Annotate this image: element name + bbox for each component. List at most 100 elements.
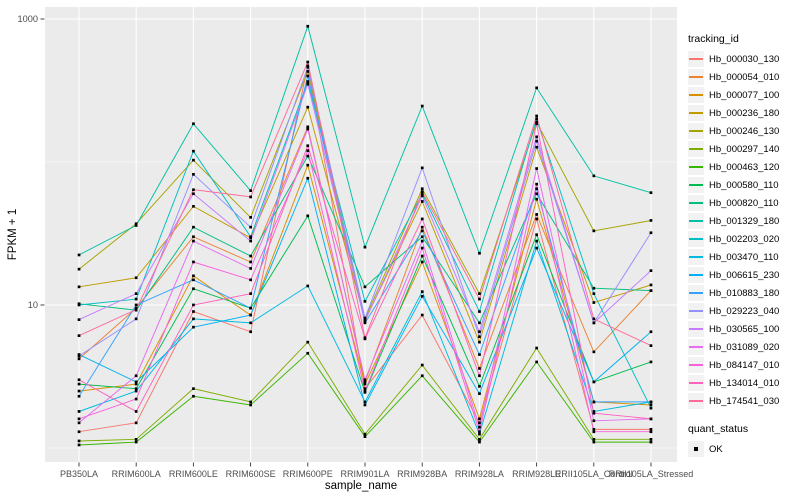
legend-item-label: Hb_006615_230 <box>709 269 780 281</box>
legend-item: Hb_001329_180 <box>688 212 779 230</box>
legend-item: Hb_003470_110 <box>688 248 779 266</box>
data-point <box>649 400 653 404</box>
data-point <box>306 64 310 68</box>
x-tick-label: RRIM600SE <box>226 469 276 479</box>
data-point <box>134 317 138 321</box>
data-point <box>192 158 195 162</box>
data-point <box>363 245 367 249</box>
data-point <box>535 117 538 121</box>
data-point <box>77 417 81 421</box>
data-point <box>478 251 481 255</box>
data-point <box>363 316 367 320</box>
data-point <box>649 428 653 431</box>
data-point <box>649 283 653 287</box>
data-point <box>134 410 138 413</box>
data-point <box>420 194 424 198</box>
data-point <box>478 421 481 425</box>
legend-item-label: Hb_000030_130 <box>709 53 780 65</box>
data-point <box>192 278 195 282</box>
data-point <box>592 321 596 325</box>
data-point <box>420 363 424 367</box>
data-point <box>535 246 538 250</box>
data-point <box>77 334 81 337</box>
data-point <box>306 125 310 129</box>
data-point <box>592 400 596 404</box>
legend-item: Hb_000030_130 <box>688 50 779 68</box>
legend-item: Hb_000077_100 <box>688 86 779 104</box>
data-point <box>249 306 252 310</box>
data-point <box>192 122 195 126</box>
legend-item-label: Hb_174541_030 <box>709 395 780 407</box>
data-point <box>363 403 367 407</box>
data-point <box>535 239 538 243</box>
data-point <box>249 239 252 243</box>
legend: tracking_id Hb_000030_130 Hb_000054_010 Hb… <box>688 33 779 458</box>
data-point <box>192 310 195 313</box>
data-point <box>535 86 538 90</box>
data-point <box>420 104 424 108</box>
data-point <box>649 438 653 441</box>
x-tick-label: RRIM928LA <box>455 469 504 479</box>
data-point <box>134 380 138 384</box>
legend-item-label: Hb_003470_110 <box>709 251 779 263</box>
data-point <box>306 24 310 28</box>
data-point <box>649 344 653 347</box>
data-point <box>134 440 138 444</box>
data-point <box>77 303 81 307</box>
data-point <box>192 188 195 192</box>
data-point <box>478 367 481 370</box>
data-point <box>192 394 195 398</box>
data-point <box>649 289 653 292</box>
data-point <box>592 350 596 354</box>
data-point <box>478 321 481 325</box>
data-point <box>192 149 195 153</box>
x-tick-label: RRIM928LE <box>512 469 561 479</box>
data-point <box>134 306 138 310</box>
legend-item-label: Hb_084147_010 <box>709 359 780 371</box>
data-point <box>363 300 367 303</box>
y-tick-label: 1000 <box>18 14 38 24</box>
legend-item-ok: OK <box>688 440 779 458</box>
data-point <box>478 438 481 441</box>
legend-line-swatch <box>688 339 704 355</box>
data-point <box>478 432 481 436</box>
data-point <box>420 190 424 193</box>
data-point <box>134 438 138 441</box>
data-point <box>192 387 195 390</box>
legend-line-swatch <box>688 267 704 283</box>
data-point <box>420 229 424 233</box>
data-point <box>478 374 481 378</box>
data-point <box>592 419 596 423</box>
data-point <box>535 114 538 118</box>
data-point <box>420 217 424 221</box>
data-point <box>535 145 538 149</box>
data-point <box>306 74 310 78</box>
legend-item: Hb_000580_110 <box>688 176 779 194</box>
data-point <box>134 308 138 311</box>
legend-line-swatch <box>688 195 704 211</box>
legend-title-tracking-id: tracking_id <box>688 33 739 45</box>
legend-item-label: Hb_000077_100 <box>709 89 780 101</box>
data-point <box>420 239 424 243</box>
data-point <box>478 340 481 344</box>
data-point <box>478 330 481 334</box>
data-point <box>249 267 252 270</box>
data-point <box>649 406 653 410</box>
x-axis-title: sample_name <box>325 480 397 492</box>
data-point <box>592 317 596 321</box>
data-point <box>363 389 367 393</box>
data-point <box>306 127 310 131</box>
data-point <box>649 360 653 364</box>
data-point <box>592 301 596 304</box>
data-point <box>363 435 367 438</box>
data-point <box>420 235 424 239</box>
data-point <box>592 286 596 290</box>
legend-item-label: Hb_030565_100 <box>709 323 780 335</box>
legend-line-swatch <box>688 159 704 175</box>
data-point <box>420 313 424 317</box>
data-point <box>306 70 310 73</box>
data-point <box>306 163 310 167</box>
data-point <box>77 357 81 361</box>
data-point <box>134 303 138 307</box>
